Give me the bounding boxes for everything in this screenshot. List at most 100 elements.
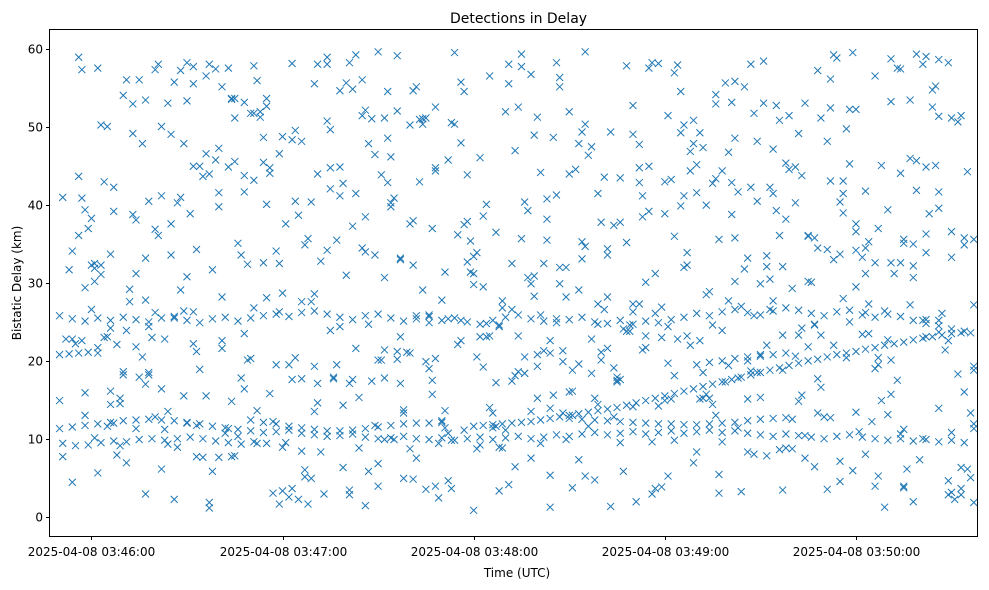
- point-scattered-detections-210: [801, 431, 809, 440]
- point-scattered-detections-492: [504, 60, 513, 69]
- point-band-near-25km-32: [463, 318, 472, 326]
- point-scattered-detections-409: [437, 296, 446, 304]
- point-scattered-detections-84: [202, 392, 210, 400]
- point-scattered-detections-283: [766, 275, 774, 283]
- point-scattered-detections-284: [778, 486, 787, 494]
- point-scattered-detections-527: [918, 60, 927, 69]
- point-band-near-9km-12: [211, 437, 220, 445]
- point-scattered-detections-140: [883, 335, 892, 344]
- point-scattered-detections-495: [539, 259, 548, 268]
- point-scattered-detections-479: [351, 189, 360, 198]
- point-band-near-25km-62: [845, 306, 854, 315]
- point-scattered-detections-142: [906, 300, 914, 309]
- point-scattered-detections-43: [606, 502, 615, 511]
- point-scattered-detections-562: [428, 376, 437, 385]
- point-scattered-detections-205: [743, 356, 752, 365]
- point-scattered-detections-328: [402, 348, 411, 357]
- point-scattered-detections-646: [492, 378, 500, 387]
- point-scattered-detections-699: [205, 498, 214, 507]
- point-scattered-detections-178: [418, 286, 427, 294]
- point-scattered-detections-465: [186, 209, 195, 218]
- point-track-a-rising-29: [746, 371, 755, 379]
- point-scattered-detections-126: [711, 90, 720, 99]
- point-scattered-detections-376: [969, 300, 978, 309]
- point-scattered-detections-723: [485, 72, 494, 80]
- point-scattered-detections-834: [883, 410, 892, 419]
- point-scattered-detections-83: [189, 62, 198, 71]
- point-band-near-10km-59: [807, 433, 816, 441]
- point-scattered-detections-669: [762, 251, 771, 260]
- point-band-near-10km-65: [883, 436, 892, 445]
- point-band-near-25km-52: [718, 307, 727, 316]
- point-band-near-21km-16: [743, 353, 752, 361]
- point-track-a-rising-30: [756, 368, 765, 377]
- point-scattered-detections-206: [753, 197, 762, 206]
- point-scattered-detections-344: [594, 400, 602, 409]
- point-scattered-detections-737: [651, 309, 660, 318]
- point-scattered-detections-579: [629, 307, 637, 316]
- point-track-b-descending-30: [743, 416, 752, 425]
- point-band-near-25km-51: [705, 311, 714, 320]
- point-scattered-detections-499: [587, 369, 596, 378]
- point-scattered-detections-700: [214, 202, 223, 211]
- point-scattered-detections-649: [527, 279, 535, 288]
- point-scattered-detections-555: [345, 486, 354, 494]
- point-scattered-detections-675: [832, 54, 841, 62]
- point-track-a-rising-21: [670, 389, 679, 398]
- point-scattered-detections-335: [485, 403, 494, 412]
- point-track-b-descending-19: [603, 416, 612, 425]
- point-scattered-detections-551: [300, 241, 309, 249]
- point-scattered-detections-199: [670, 232, 679, 241]
- point-scattered-detections-250: [374, 482, 382, 491]
- point-track-a-rising-32: [775, 363, 784, 372]
- point-track-b-descending-15: [437, 418, 446, 427]
- point-scattered-detections-79: [141, 296, 150, 304]
- point-scattered-detections-676: [845, 318, 854, 326]
- point-scattered-detections-306: [141, 380, 150, 389]
- point-track-b-descending-33: [782, 413, 790, 422]
- point-scattered-detections-626: [256, 107, 265, 116]
- point-scattered-detections-428: [660, 396, 669, 405]
- point-scattered-detections-497: [562, 435, 570, 444]
- point-scattered-detections-253: [409, 261, 418, 269]
- point-scattered-detections-728: [546, 336, 554, 345]
- point-scattered-detections-233: [170, 314, 179, 322]
- point-track-b-descending-1: [259, 418, 268, 427]
- point-scattered-detections-838: [931, 82, 940, 90]
- point-scattered-detections-436: [756, 279, 765, 288]
- point-scattered-detections-632: [326, 326, 335, 335]
- point-scattered-detections-640: [418, 114, 427, 123]
- point-scattered-detections-650: [536, 311, 545, 319]
- point-band-near-10km-51: [705, 426, 714, 434]
- point-scattered-detections-712: [358, 75, 367, 84]
- point-scattered-detections-841: [966, 409, 975, 417]
- point-scattered-detections-635: [361, 212, 370, 221]
- data-points: [55, 47, 978, 515]
- point-band-near-10km-43: [603, 430, 612, 439]
- point-scattered-detections-35: [508, 377, 516, 385]
- point-scattered-detections-452: [944, 58, 953, 67]
- point-scattered-detections-346: [616, 174, 625, 182]
- point-scattered-detections-552: [310, 290, 319, 298]
- point-scattered-detections-193: [597, 218, 605, 227]
- point-scattered-detections-234: [183, 272, 191, 281]
- point-band-near-10km-71: [960, 438, 969, 447]
- point-scattered-detections-81: [164, 407, 172, 416]
- point-scattered-detections-259: [479, 212, 488, 220]
- point-scattered-detections-554: [336, 86, 344, 95]
- point-scattered-detections-785: [307, 198, 316, 206]
- point-scattered-detections-516: [788, 284, 797, 293]
- point-scattered-detections-685: [950, 495, 959, 504]
- point-scattered-detections-747: [769, 297, 777, 305]
- point-scattered-detections-327: [390, 194, 398, 203]
- point-scattered-detections-1: [90, 277, 99, 286]
- point-scattered-detections-831: [848, 466, 857, 475]
- point-scattered-detections-220: [922, 230, 930, 238]
- point-scattered-detections-836: [906, 96, 914, 104]
- point-scattered-detections-582: [664, 322, 672, 331]
- point-scattered-detections-348: [638, 212, 647, 221]
- point-scattered-detections-684: [938, 309, 946, 318]
- point-scattered-detections-803: [517, 50, 526, 58]
- point-scattered-detections-285: [791, 163, 800, 171]
- point-band-near-10km-6: [132, 416, 140, 424]
